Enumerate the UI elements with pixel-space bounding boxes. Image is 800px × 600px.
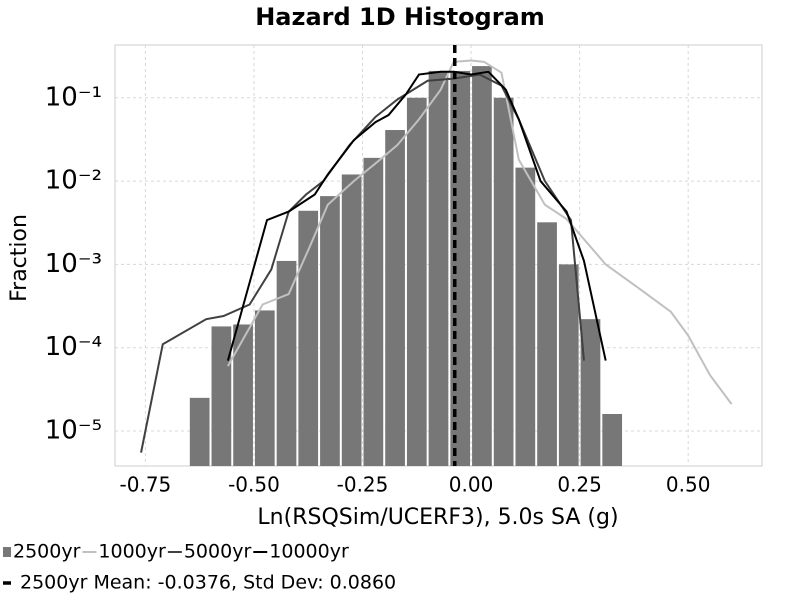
bar [537,222,557,466]
legend-label: 2500yr Mean: -0.0376, Std Dev: 0.0860 [20,572,396,594]
bar [428,70,449,467]
y-tick-label: 10⁻⁵ [45,415,102,445]
line [226,70,607,361]
legend-label: 5000yr [184,541,252,563]
bar [558,264,579,466]
bar [320,196,340,466]
x-axis-label: Ln(RSQSim/UCERF3), 5.0s SA (g) [257,505,618,530]
bar [602,413,623,466]
y-axis-label: Fraction [7,214,32,302]
bar [254,310,275,466]
bar [189,397,210,466]
legend-label: 10000yr [269,541,349,563]
line [227,59,733,405]
y-tick-label: 10⁻² [45,166,102,196]
bar [515,167,536,466]
y-tick-label: 10⁻⁴ [45,332,102,362]
x-tick-label: 0.00 [449,473,494,497]
bar [580,319,601,466]
bar [298,210,319,466]
bar [341,174,362,466]
bar [406,97,427,467]
x-tick-label: 0.25 [557,473,602,497]
bar [472,66,492,467]
y-tick-label: 10⁻³ [45,249,102,279]
bar [363,157,384,466]
bar [211,326,232,466]
chart-title: Hazard 1D Histogram [255,3,545,31]
x-tick-label: -0.75 [120,473,172,497]
x-tick-label: -0.50 [228,473,280,497]
x-tick-label: -0.25 [337,473,389,497]
legend-swatch [3,547,11,557]
legend-label: 2500yr [13,541,81,563]
bar [233,324,253,466]
bar [385,130,405,466]
legend-label: 1000yr [98,541,166,563]
bar [276,260,297,466]
bar [493,97,514,467]
x-tick-label: 0.50 [666,473,711,497]
y-tick-label: 10⁻¹ [45,82,102,112]
